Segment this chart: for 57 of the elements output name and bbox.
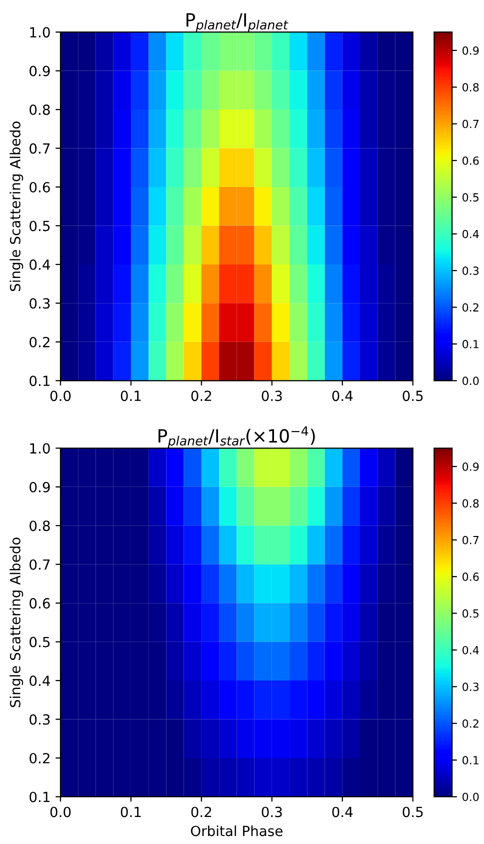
x-tick-label: 0.5 [402,806,423,818]
x-axis-title: Orbital Phase [190,825,282,836]
color-bar-label: 0.6 [462,156,479,165]
color-bar-label: 0.9 [462,46,479,55]
color-bar-label: 0.5 [462,193,478,202]
x-tick-label: 0.4 [332,390,353,402]
color-bar-label: 0.3 [462,682,479,692]
y-tick-label: 0.6 [30,182,50,192]
x-tick-label: 0.3 [262,390,282,402]
y-axis-title: Single Scattering Albedo [10,538,24,708]
color-bar-label: 0.2 [462,719,478,728]
y-tick-label: 0.5 [30,636,50,648]
x-tick-label: 0.0 [50,390,71,402]
color-bar-label: 0.1 [462,340,478,348]
x-tick-label: 0.2 [191,390,212,402]
color-bar-label: 0.9 [462,462,479,471]
y-tick-label: 0.4 [30,676,50,686]
y-tick-label: 0.7 [30,559,50,570]
color-bar-label: 0.6 [462,572,479,581]
color-bar-label: 0.4 [462,230,479,238]
x-tick-label: 0.1 [120,390,141,402]
y-tick-label: 0.6 [30,598,50,609]
y-tick-label: 0.8 [30,520,50,532]
chart-title: P$_{planet}$/I$_{star}$(×10$^{−4}$) [158,426,315,448]
color-bar-label: 0.4 [462,646,479,654]
x-tick-label: 0.4 [332,806,353,818]
x-tick-label: 0.0 [50,806,71,818]
y-tick-label: 0.5 [30,220,50,232]
color-bar-label: 0.0 [462,792,479,802]
color-bar-label: 0.5 [462,609,478,618]
color-bar-label: 0.3 [462,266,479,275]
y-tick-label: 0.8 [30,104,50,116]
y-tick-label: 0.7 [30,143,50,154]
y-tick-label: 0.4 [30,259,50,270]
x-tick-label: 0.3 [262,806,282,818]
y-tick-label: 0.9 [30,66,50,76]
x-tick-label: 0.1 [120,806,141,818]
y-tick-label: 0.3 [30,298,50,309]
color-bar-label: 0.1 [462,756,478,764]
y-axis-title: Single Scattering Albedo [10,122,24,292]
y-tick-label: 0.2 [30,336,50,348]
y-tick-label: 1.0 [30,27,50,38]
x-tick-label: 0.2 [191,806,212,818]
y-tick-label: 0.2 [30,752,50,764]
color-bar-label: 0.2 [462,303,478,312]
color-bar-label: 0.8 [462,499,479,508]
y-tick-label: 1.0 [30,443,50,454]
y-tick-label: 0.3 [30,714,50,725]
chart-title: P$_{planet}$/I$_{planet}$ [186,13,288,32]
y-tick-label: 0.9 [30,482,50,492]
color-bar-label: 0.8 [462,83,479,92]
x-tick-label: 0.5 [402,390,423,402]
y-tick-label: 0.1 [30,376,50,386]
color-bar-label: 0.0 [462,376,479,386]
color-bar-label: 0.7 [462,120,478,128]
color-bar-label: 0.7 [462,536,478,544]
y-tick-label: 0.1 [30,792,50,802]
